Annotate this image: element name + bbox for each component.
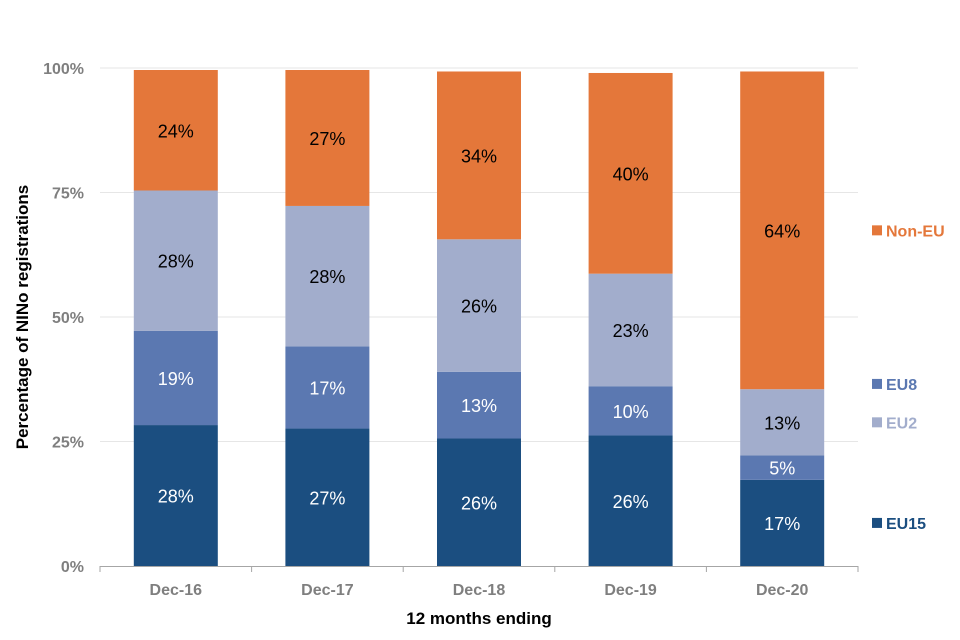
y-tick-label: 0% xyxy=(61,559,84,576)
y-axis-title: Percentage of NINo registrations xyxy=(13,185,32,450)
legend-swatch-eu8 xyxy=(872,378,882,389)
legend-label: EU15 xyxy=(886,516,926,533)
axes: 0% 25% 50% 75% 100% Dec-16 Dec-17 Dec-18 Dec-19 D… xyxy=(43,61,859,599)
bar-non-eu xyxy=(437,71,521,240)
legend-swatch-eu2 xyxy=(872,417,882,428)
legend: EU15 EU8 EU2 Non-EU xyxy=(872,223,945,533)
bar-eu2 xyxy=(588,273,673,387)
data-label: 34% xyxy=(461,146,497,166)
legend-swatch-eu15 xyxy=(872,517,882,528)
legend-swatch-non-eu xyxy=(872,225,882,236)
x-tick-label: Dec-16 xyxy=(150,582,203,599)
data-label: 27% xyxy=(309,129,345,149)
data-label: 24% xyxy=(158,121,194,141)
bar-eu15 xyxy=(133,425,218,566)
data-label: 17% xyxy=(309,378,345,398)
data-label: 10% xyxy=(613,402,649,422)
data-label: 13% xyxy=(461,396,497,416)
bar-eu2 xyxy=(285,205,370,347)
bar-eu8 xyxy=(740,455,825,480)
data-label: 5% xyxy=(769,459,795,479)
bar-non-eu xyxy=(740,71,825,390)
y-tick-label: 75% xyxy=(52,186,84,203)
y-tick-label: 100% xyxy=(43,61,84,78)
x-axis-title: 12 months ending xyxy=(406,609,551,628)
y-tick-label: 50% xyxy=(52,310,84,327)
data-label: 64% xyxy=(764,221,800,241)
bar-eu15 xyxy=(285,428,370,566)
bars xyxy=(133,69,825,566)
bar-eu15 xyxy=(588,435,673,566)
bar-eu2 xyxy=(133,190,218,331)
legend-label: Non-EU xyxy=(886,223,945,240)
bar-non-eu xyxy=(133,69,218,191)
bar-eu15 xyxy=(740,479,825,566)
data-label: 27% xyxy=(309,488,345,508)
data-label: 26% xyxy=(461,493,497,513)
data-label: 26% xyxy=(613,492,649,512)
data-labels: 28% 19% 28% 24% 27% 17% 28% 27% 26% 13% 26% 34% 26% 1… xyxy=(158,121,800,534)
data-label: 28% xyxy=(158,487,194,507)
data-label: 28% xyxy=(158,252,194,272)
bar-non-eu xyxy=(588,72,673,274)
data-label: 13% xyxy=(764,413,800,433)
bar-eu8 xyxy=(133,330,218,426)
bar-eu8 xyxy=(437,371,521,439)
x-tick-label: Dec-18 xyxy=(453,582,506,599)
bar-non-eu xyxy=(285,69,370,206)
data-label: 26% xyxy=(461,297,497,317)
bar-eu2 xyxy=(740,389,825,456)
data-label: 23% xyxy=(613,321,649,341)
data-label: 17% xyxy=(764,514,800,534)
x-tick-label: Dec-19 xyxy=(604,582,657,599)
legend-label: EU2 xyxy=(886,415,917,432)
data-label: 19% xyxy=(158,369,194,389)
data-label: 40% xyxy=(613,164,649,184)
bar-eu8 xyxy=(285,346,370,429)
data-label: 28% xyxy=(309,267,345,287)
bar-eu8 xyxy=(588,386,673,436)
y-tick-label: 25% xyxy=(52,435,84,452)
x-tick-label: Dec-17 xyxy=(301,582,354,599)
x-tick-label: Dec-20 xyxy=(756,582,809,599)
legend-label: EU8 xyxy=(886,377,917,394)
bar-eu15 xyxy=(437,438,521,566)
bar-eu2 xyxy=(437,239,521,372)
